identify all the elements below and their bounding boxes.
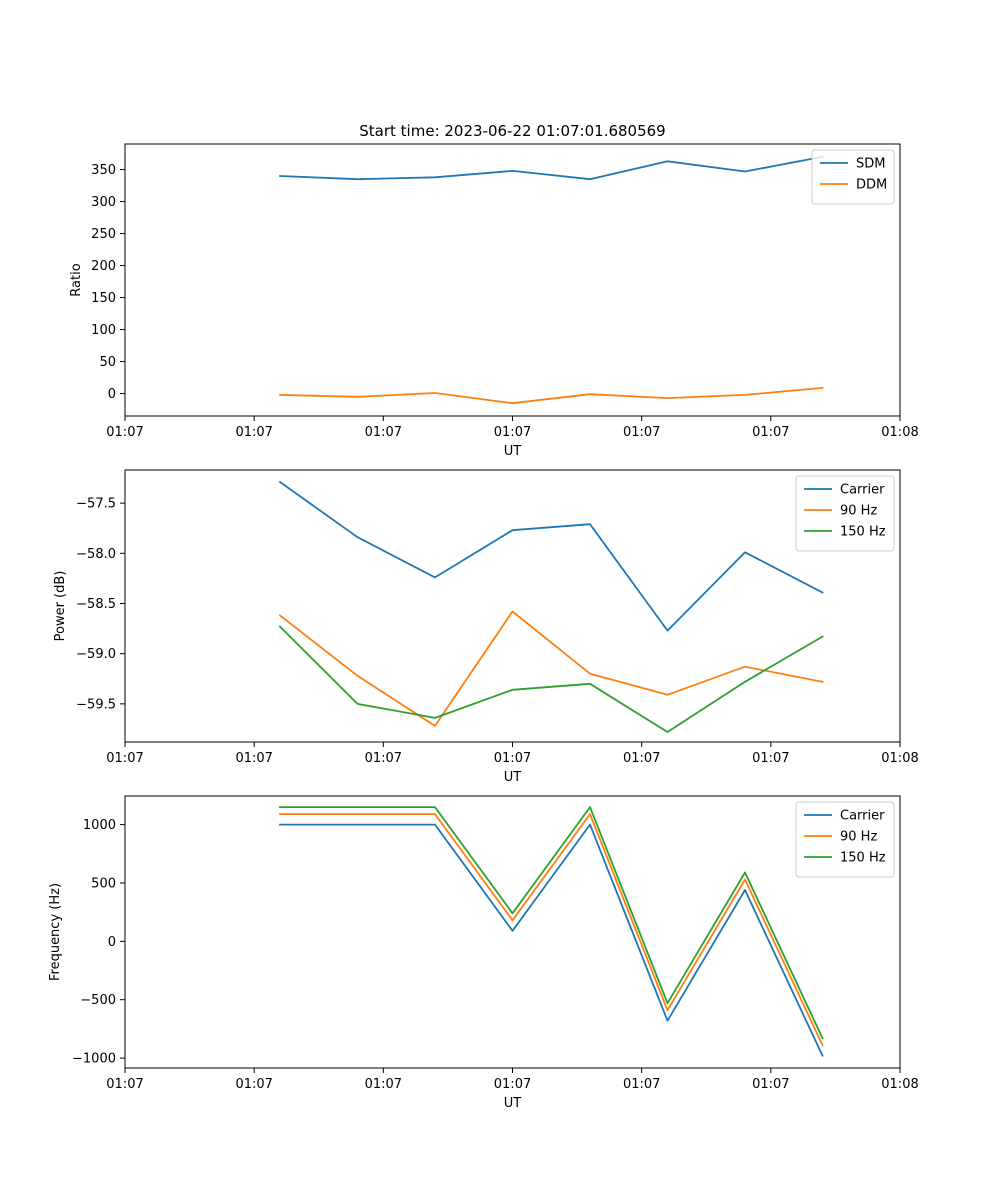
series-line-carrier bbox=[278, 480, 824, 632]
y-axis-label: Ratio bbox=[69, 263, 84, 296]
x-tick-label: 01:07 bbox=[752, 425, 789, 440]
x-axis-label: UT bbox=[504, 444, 522, 459]
legend-entry: 90 Hz bbox=[840, 830, 877, 845]
x-tick-label: 01:07 bbox=[365, 425, 402, 440]
plot-frame bbox=[124, 469, 901, 743]
x-tick-label: 01:07 bbox=[623, 1077, 660, 1092]
y-tick-label: −59.0 bbox=[76, 647, 116, 662]
y-tick-label: −59.5 bbox=[76, 697, 116, 712]
y-tick-label: 200 bbox=[91, 259, 116, 274]
legend-entry: Carrier bbox=[840, 809, 885, 824]
legend-box bbox=[795, 475, 895, 552]
x-tick-label: 01:08 bbox=[881, 1077, 918, 1092]
series-line-150-hz bbox=[279, 806, 824, 1040]
y-tick-label: 0 bbox=[108, 935, 116, 950]
x-tick-label: 01:07 bbox=[494, 751, 531, 766]
y-tick-label: 50 bbox=[99, 355, 116, 370]
x-tick-label: 01:08 bbox=[881, 425, 918, 440]
x-axis-label: UT bbox=[504, 770, 522, 785]
series-line-90-hz bbox=[279, 813, 824, 1047]
chart-panel-1: 01:07 01:07 01:07 01:07 01:07 01:07 01:08 0 50 10… bbox=[69, 122, 919, 459]
x-tick-label: 01:07 bbox=[365, 1077, 402, 1092]
y-tick-label: 250 bbox=[91, 227, 116, 242]
x-tick-label: 01:07 bbox=[235, 425, 272, 440]
y-tick-label: 350 bbox=[91, 163, 116, 178]
legend: Carrier 90 Hz 150 Hz bbox=[795, 801, 895, 878]
x-tick-label: 01:07 bbox=[752, 751, 789, 766]
legend-entry: 150 Hz bbox=[840, 851, 886, 866]
x-axis-label: UT bbox=[504, 1096, 522, 1111]
series-line-sdm bbox=[279, 155, 824, 181]
y-axis-label: Frequency (Hz) bbox=[48, 883, 63, 981]
series-line-carrier bbox=[279, 823, 824, 1057]
y-tick-label: −57.5 bbox=[76, 497, 116, 512]
y-tick-label: 0 bbox=[108, 387, 116, 402]
plot-frame bbox=[124, 143, 901, 417]
y-tick-label: 1000 bbox=[83, 818, 116, 833]
legend-entry: SDM bbox=[856, 157, 885, 172]
x-tick-label: 01:07 bbox=[752, 1077, 789, 1092]
y-tick-label: 300 bbox=[91, 195, 116, 210]
series-line-90-hz bbox=[278, 610, 824, 727]
x-tick-label: 01:07 bbox=[494, 1077, 531, 1092]
y-tick-label: −58.0 bbox=[76, 547, 116, 562]
y-axis-label: Power (dB) bbox=[53, 571, 68, 642]
x-tick-label: 01:07 bbox=[106, 1077, 143, 1092]
legend: Carrier 90 Hz 150 Hz bbox=[795, 475, 895, 552]
y-tick-label: 500 bbox=[91, 876, 116, 891]
x-tick-label: 01:07 bbox=[235, 751, 272, 766]
y-tick-label: −58.5 bbox=[76, 597, 116, 612]
chart-title: Start time: 2023-06-22 01:07:01.680569 bbox=[359, 122, 665, 140]
legend-entry: DDM bbox=[856, 178, 887, 193]
y-tick-label: −500 bbox=[80, 993, 116, 1008]
x-tick-label: 01:07 bbox=[235, 1077, 272, 1092]
chart-panel-3: 01:07 01:07 01:07 01:07 01:07 01:07 01:08 −1000… bbox=[48, 795, 919, 1111]
x-tick-label: 01:07 bbox=[106, 425, 143, 440]
chart-panel-2: 01:07 01:07 01:07 01:07 01:07 01:07 01:08 −59.5… bbox=[53, 469, 919, 785]
legend-box bbox=[795, 801, 895, 878]
series-line-150-hz bbox=[278, 625, 824, 733]
legend-entry: Carrier bbox=[840, 483, 885, 498]
x-tick-label: 01:07 bbox=[494, 425, 531, 440]
x-tick-label: 01:07 bbox=[365, 751, 402, 766]
y-tick-label: 150 bbox=[91, 291, 116, 306]
legend-entry: 150 Hz bbox=[840, 525, 886, 540]
x-tick-label: 01:08 bbox=[881, 751, 918, 766]
y-tick-label: 100 bbox=[91, 323, 116, 338]
y-tick-label: −1000 bbox=[72, 1052, 116, 1067]
x-tick-label: 01:07 bbox=[623, 751, 660, 766]
series-line-ddm bbox=[279, 386, 824, 405]
legend: SDM DDM bbox=[811, 149, 895, 205]
legend-entry: 90 Hz bbox=[840, 504, 877, 519]
x-tick-label: 01:07 bbox=[106, 751, 143, 766]
plot-frame bbox=[124, 795, 901, 1069]
x-tick-label: 01:07 bbox=[623, 425, 660, 440]
